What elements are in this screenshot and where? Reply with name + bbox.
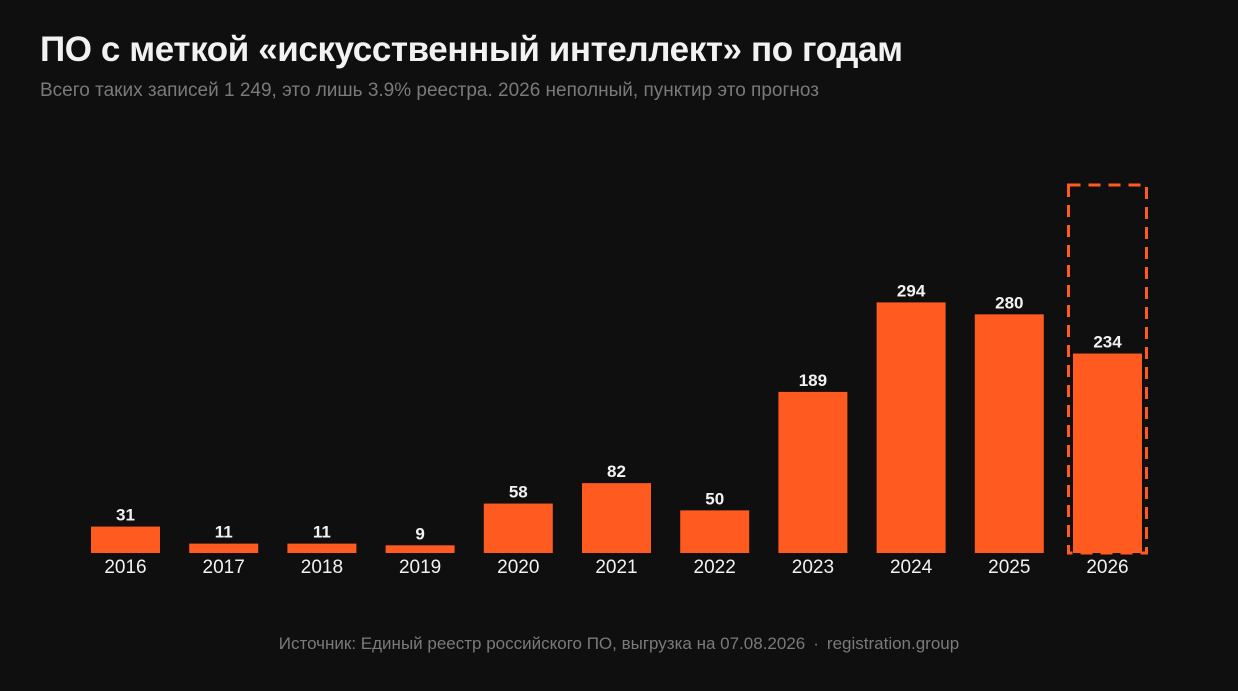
category-label-2021: 2021 xyxy=(595,557,637,578)
bar-2018 xyxy=(287,543,357,553)
category-label-2019: 2019 xyxy=(399,557,441,578)
bar-2024 xyxy=(876,302,946,553)
value-labels-layer: 31 11 11 9 58 82 50 189 294 280 234 xyxy=(116,281,1122,543)
footer-separator: · xyxy=(813,634,819,653)
value-label-2025: 280 xyxy=(995,293,1023,312)
bar-2021 xyxy=(582,483,651,553)
value-label-2019: 9 xyxy=(415,524,424,543)
category-label-2016: 2016 xyxy=(104,557,146,578)
category-label-2020: 2020 xyxy=(497,557,539,578)
source-text: Источник: Единый реестр российского ПО, … xyxy=(278,634,806,653)
source-footer: Источник: Единый реестр российского ПО, … xyxy=(0,634,1238,654)
chart-subtitle: Всего таких записей 1 249, это лишь 3.9%… xyxy=(40,80,819,101)
value-label-2020: 58 xyxy=(509,483,528,502)
value-label-2016: 31 xyxy=(116,506,135,525)
bars-layer xyxy=(91,302,1142,553)
category-label-2026: 2026 xyxy=(1086,557,1128,578)
value-label-2018: 11 xyxy=(313,523,331,542)
value-label-2017: 11 xyxy=(215,523,233,542)
bar-2016 xyxy=(91,526,160,553)
category-label-2023: 2023 xyxy=(792,557,834,578)
bar-2025 xyxy=(974,314,1044,553)
category-label-2017: 2017 xyxy=(203,557,245,578)
category-label-2018: 2018 xyxy=(301,557,343,578)
bar-2019 xyxy=(385,545,455,553)
chart-title: ПО с меткой «искусственный интеллект» по… xyxy=(40,30,903,69)
value-label-2022: 50 xyxy=(705,489,724,508)
bar-2017 xyxy=(189,543,259,553)
bar-2020 xyxy=(483,503,553,553)
value-label-2023: 189 xyxy=(799,371,827,390)
bar-2026 xyxy=(1073,353,1142,553)
category-label-2024: 2024 xyxy=(890,557,933,578)
bar-2022 xyxy=(680,510,750,553)
value-label-2024: 294 xyxy=(897,281,926,300)
value-label-2026: 234 xyxy=(1093,333,1122,352)
category-labels-layer: 2016 2017 2018 2019 2020 2021 2022 2023 2024 2025… xyxy=(104,557,1128,578)
bar-2023 xyxy=(778,391,848,553)
value-label-2021: 82 xyxy=(607,462,626,481)
source-site: registration.group xyxy=(826,634,960,653)
category-label-2022: 2022 xyxy=(694,557,736,578)
category-label-2025: 2025 xyxy=(988,557,1030,578)
